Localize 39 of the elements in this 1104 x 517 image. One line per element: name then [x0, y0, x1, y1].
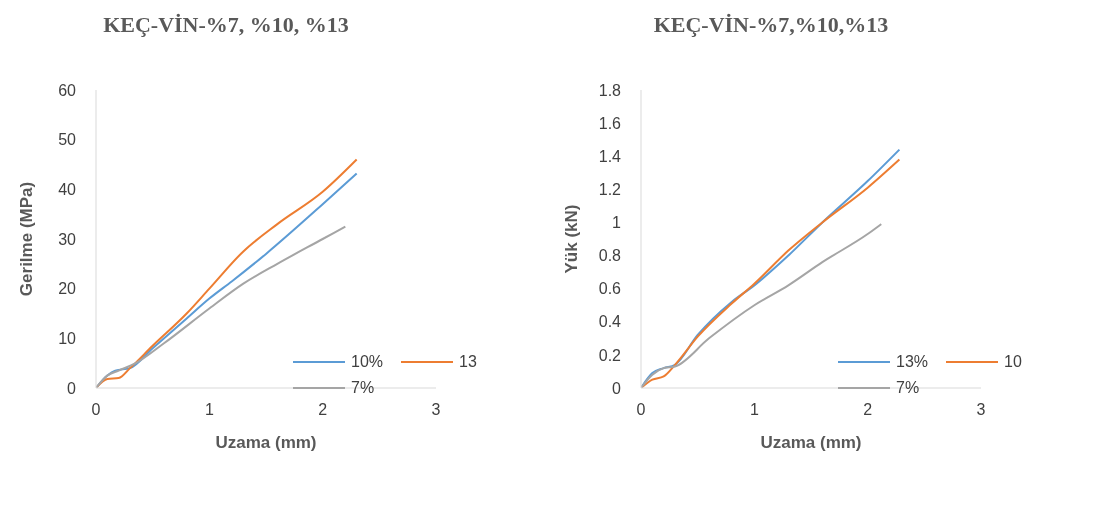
y-tick-label: 1.2	[598, 181, 622, 199]
x-tick-label: 2	[863, 401, 873, 419]
y-axis-title: Yük (kN)	[562, 204, 582, 274]
y-tick-label: 60	[58, 81, 77, 99]
y-axis-title: Gerilme (MPa)	[17, 181, 37, 297]
y-tick-label: 10	[58, 330, 77, 348]
x-tick-label: 3	[431, 401, 441, 419]
y-tick-label: 0.2	[598, 346, 622, 364]
legend-label: 7%	[896, 379, 920, 397]
x-tick-label: 3	[976, 401, 986, 419]
y-tick-label: 1.4	[598, 147, 622, 165]
x-tick-label: 2	[318, 401, 328, 419]
y-tick-label: 30	[58, 230, 77, 248]
y-tick-label: 1	[612, 214, 622, 232]
x-axis-title: Uzama (mm)	[215, 433, 317, 452]
line-series	[96, 225, 347, 388]
x-tick-label: 1	[749, 401, 759, 419]
legend-label: 10	[1004, 353, 1022, 371]
legend-label: 10%	[351, 353, 384, 371]
y-tick-label: 40	[58, 181, 77, 199]
chart-title: KEÇ-VİN-%7,%10,%13	[652, 12, 890, 38]
line-series	[641, 223, 883, 388]
y-tick-label: 0.6	[598, 280, 622, 298]
x-tick-label: 0	[91, 401, 101, 419]
y-tick-label: 0	[612, 379, 622, 397]
x-tick-label: 1	[204, 401, 214, 419]
legend-label: 13	[459, 353, 477, 371]
y-tick-label: 0.4	[598, 313, 622, 331]
y-tick-label: 1.8	[598, 81, 622, 99]
y-tick-label: 0.8	[598, 247, 622, 265]
legend-label: 7%	[351, 379, 375, 397]
y-tick-label: 20	[58, 280, 77, 298]
y-tick-label: 1.6	[598, 114, 622, 132]
y-tick-label: 50	[58, 131, 77, 149]
y-tick-label: 0	[67, 379, 77, 397]
chart-title: KEÇ-VİN-%7, %10, %13	[102, 12, 350, 38]
x-axis-title: Uzama (mm)	[760, 433, 862, 452]
legend-label: 13%	[896, 353, 929, 371]
x-tick-label: 0	[636, 401, 646, 419]
